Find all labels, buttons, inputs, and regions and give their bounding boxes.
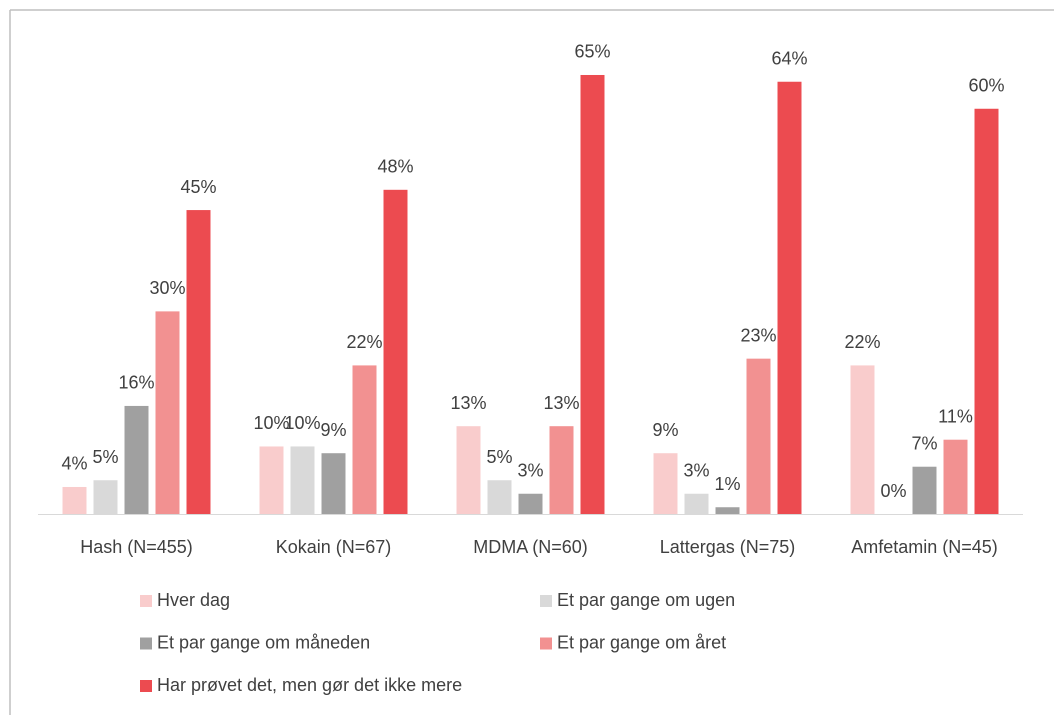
data-label: 5% [486,447,512,467]
data-label: 1% [714,474,740,494]
bar [746,358,771,514]
data-label: 10% [253,413,289,433]
data-label: 45% [180,177,216,197]
bar [715,507,740,514]
data-label: 13% [543,393,579,413]
data-label: 22% [844,332,880,352]
data-label: 0% [880,481,906,501]
legend-swatch [140,680,152,692]
data-label: 10% [284,413,320,433]
legend-swatch [540,595,552,607]
data-label: 9% [652,420,678,440]
bar [974,108,999,514]
legend-swatch [140,595,152,607]
bar [943,439,968,514]
data-label: 60% [968,76,1004,96]
data-label: 22% [346,332,382,352]
x-tick-label: Hash (N=455) [80,537,193,557]
data-label: 4% [61,454,87,474]
x-tick-label: MDMA (N=60) [473,537,588,557]
legend-label: Hver dag [157,590,230,610]
bar [186,210,211,514]
data-label: 16% [118,373,154,393]
bar [62,486,87,514]
legend-label: Et par gange om måneden [157,632,370,652]
legend-label: Et par gange om året [557,632,726,652]
x-tick-label: Amfetamin (N=45) [851,537,998,557]
bar [259,446,284,514]
data-label: 65% [574,42,610,62]
bar [93,480,118,514]
x-tick-label: Kokain (N=67) [276,537,392,557]
bar [487,480,512,514]
data-label: 11% [938,406,973,426]
bar [321,453,346,514]
data-label: 23% [740,325,776,345]
data-label: 9% [320,420,346,440]
bar [456,426,481,514]
data-label: 3% [517,460,543,480]
bar [684,493,709,514]
legend-label: Har prøvet det, men gør det ikke mere [157,675,462,695]
data-label: 5% [92,447,118,467]
x-tick-label: Lattergas (N=75) [660,537,796,557]
bar [777,81,802,514]
data-label: 30% [149,278,185,298]
bar [580,74,605,515]
data-label: 7% [911,433,937,453]
bar [850,365,875,514]
data-label: 3% [683,460,709,480]
bar [549,426,574,514]
bar [383,189,408,515]
legend-swatch [140,637,152,650]
bar [290,446,315,514]
bar [912,466,937,514]
data-label: 13% [450,393,486,413]
bar [155,311,180,514]
bar [352,365,377,514]
legend-label: Et par gange om ugen [557,590,735,610]
bar [518,493,543,514]
data-label: 64% [771,48,807,68]
data-label: 48% [377,157,413,177]
legend-swatch [540,637,552,650]
bar [124,405,149,514]
bar [653,453,678,514]
